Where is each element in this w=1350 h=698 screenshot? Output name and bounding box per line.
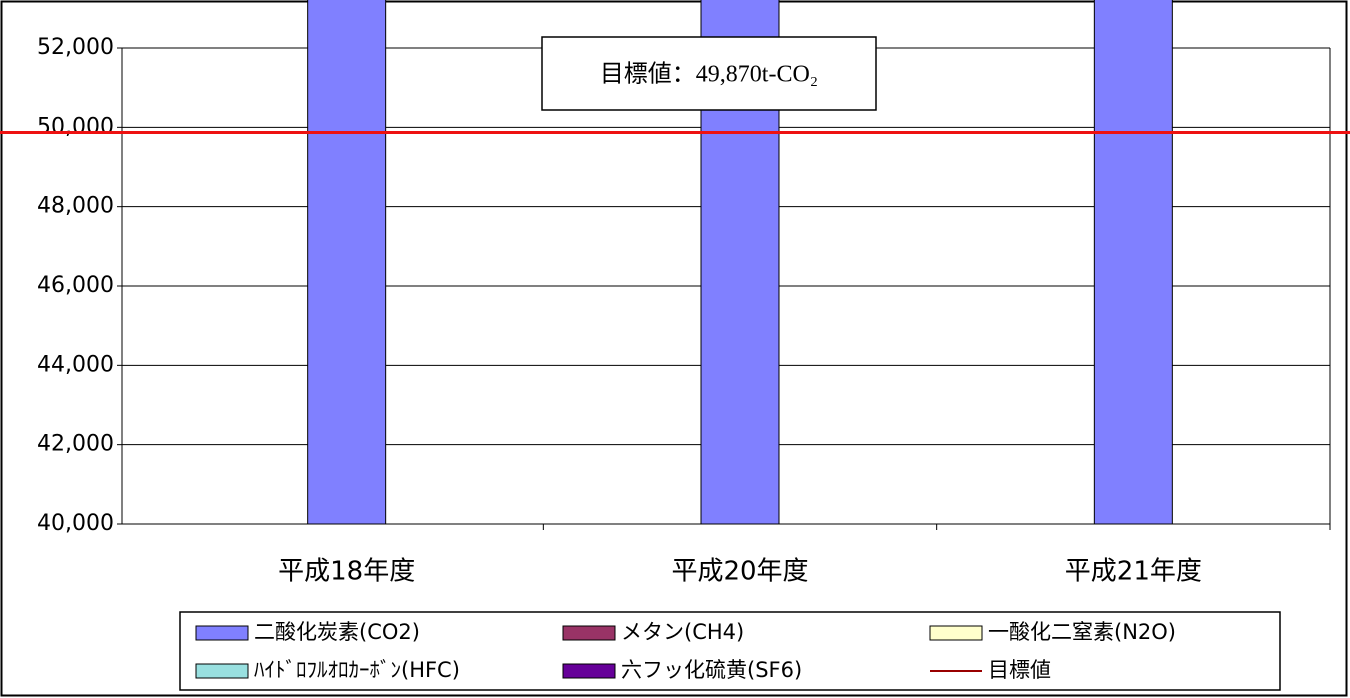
y-tick-label: 48,000 [37, 194, 114, 219]
bar-segment [307, 0, 387, 525]
legend-label: 六フッ化硫黄(SF6) [621, 658, 802, 682]
x-tick-label: 平成21年度 [1065, 557, 1202, 587]
x-tick-label: 平成18年度 [278, 557, 415, 587]
legend-label: 目標値 [988, 658, 1051, 682]
y-tick-label: 40,000 [37, 511, 114, 536]
bar-segment [1093, 0, 1173, 525]
legend-swatch [929, 625, 983, 641]
legend-label: メタン(CH4) [621, 620, 744, 644]
y-tick-label: 42,000 [37, 432, 114, 457]
y-tick-label: 46,000 [37, 273, 114, 298]
legend-label: 一酸化二窒素(N2O) [988, 620, 1176, 644]
annotation-box [541, 36, 877, 111]
legend-swatch [195, 625, 249, 641]
legend-box [179, 611, 1281, 691]
legend-label: ﾊｲﾄﾞﾛﾌﾙｵﾛｶｰﾎﾞﾝ(HFC) [254, 658, 460, 682]
y-tick-label: 50,000 [37, 114, 114, 139]
legend-label: 二酸化炭素(CO2) [254, 620, 420, 644]
legend-swatch [562, 663, 616, 679]
x-tick-label: 平成20年度 [671, 557, 808, 587]
y-tick-label: 44,000 [37, 352, 114, 377]
annotation: 目標値：49,870t-CO₂ [600, 61, 818, 88]
legend-swatch [562, 625, 616, 641]
y-tick-label: 52,000 [37, 35, 114, 60]
legend-swatch [195, 663, 249, 679]
